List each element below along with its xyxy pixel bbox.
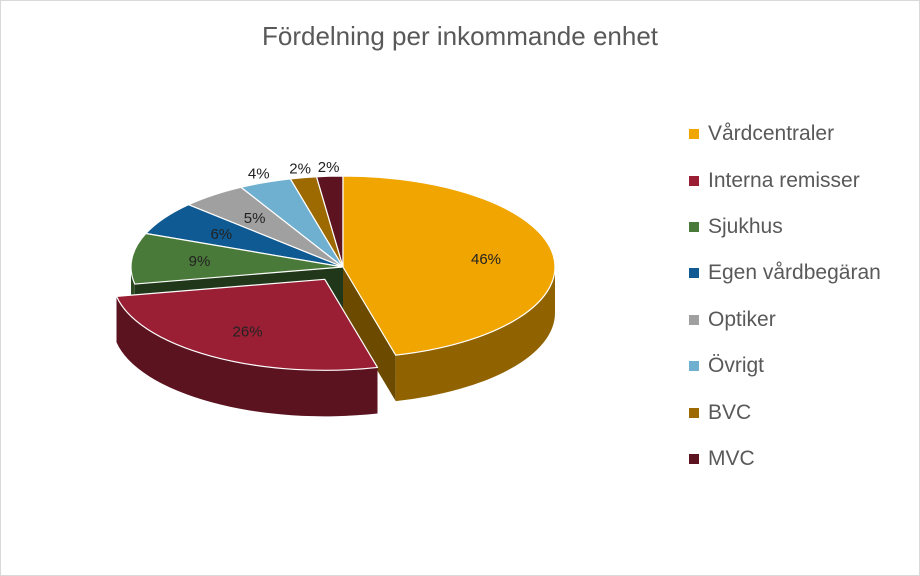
legend-item-optiker: Optiker [689,297,914,343]
legend-swatch [689,175,699,186]
pie-slice-vardcentraler [342,175,556,402]
legend-swatch [689,268,699,279]
data-label-egen-vardbegaran: 6% [210,226,232,243]
slice-side [395,267,555,402]
legend-item-interna-remisser: Interna remisser [689,157,914,203]
legend-item-mvc: MVC [689,436,914,482]
data-label-bvc: 2% [289,160,311,177]
slice-top [115,278,379,371]
slice-wall-end [343,267,396,402]
legend-item-egen-vardbegaran: Egen vårdbegäran [689,250,914,296]
slice-side [116,296,378,417]
legend-swatch [689,453,699,464]
legend-label: Interna remisser [708,168,860,192]
chart-title: Fördelning per inkommande enhet [261,21,659,51]
legend-label: Vårdcentraler [708,122,835,146]
legend-item-bvc: BVC [689,389,914,435]
legend-label: Sjukhus [708,214,783,238]
legend: Vårdcentraler Interna remisser Sjukhus Egen… [689,111,914,482]
data-label-mvc: 2% [318,159,340,176]
legend-label: Övrigt [708,354,765,378]
data-label-sjukhus: 9% [189,253,211,270]
legend-item-sjukhus: Sjukhus [689,204,914,250]
data-label-vardcentraler: 46% [471,251,501,268]
data-label-ovrigt: 4% [248,166,270,183]
data-label-optiker: 5% [244,210,266,227]
legend-label: Optiker [708,307,776,331]
legend-swatch [689,407,699,418]
slice-top [130,232,344,285]
slice-top [342,175,556,356]
pie-slice-interna-remisser [115,278,379,417]
legend-label: BVC [708,400,752,424]
legend-item-vardcentraler: Vårdcentraler [689,111,914,157]
data-label-interna-remisser: 26% [233,324,263,341]
legend-swatch [689,221,699,232]
legend-item-ovrigt: Övrigt [689,343,914,389]
legend-swatch [689,129,699,140]
legend-swatch [689,314,699,325]
legend-label: Egen vårdbegäran [708,261,881,285]
legend-label: MVC [708,446,755,470]
legend-swatch [689,361,699,372]
